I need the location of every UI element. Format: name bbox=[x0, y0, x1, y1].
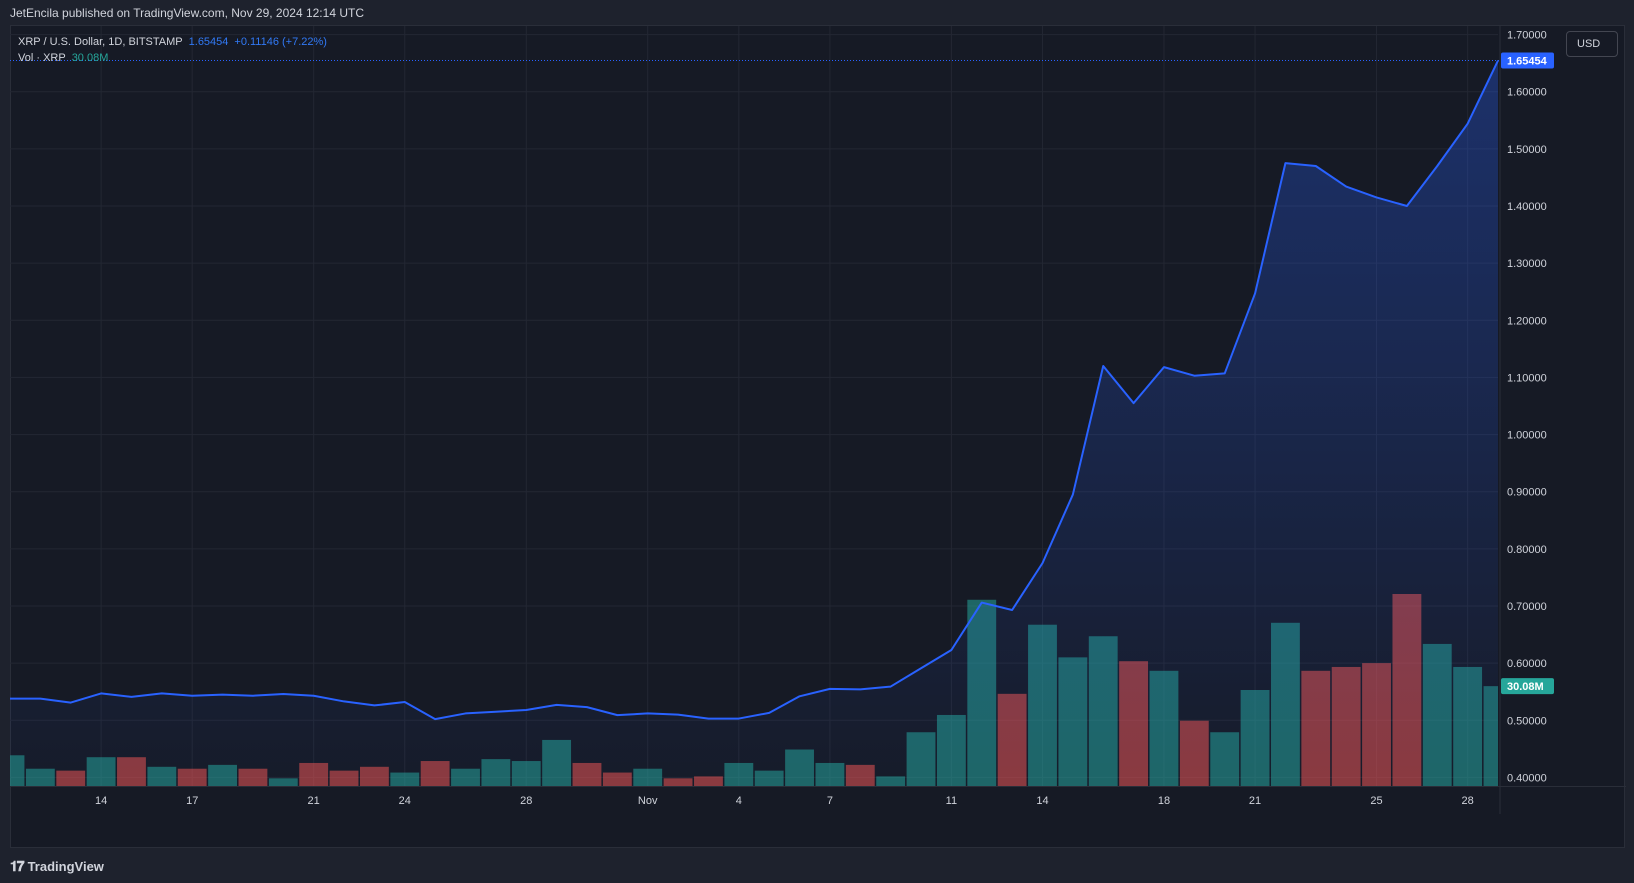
y-axis-tick-label: 0.80000 bbox=[1507, 544, 1547, 556]
y-axis-tick-label: 1.20000 bbox=[1507, 315, 1547, 327]
x-axis-tick-label: 21 bbox=[1249, 795, 1261, 807]
x-axis-tick-label: 11 bbox=[946, 795, 957, 807]
y-axis-tick-label: 1.40000 bbox=[1507, 201, 1547, 213]
last-volume-badge bbox=[1501, 678, 1554, 695]
x-axis-tick-label: 14 bbox=[1036, 795, 1048, 807]
x-axis-tick-label: 17 bbox=[186, 795, 198, 807]
y-axis-tick-label: 1.30000 bbox=[1507, 258, 1547, 270]
chart-legend: XRP / U.S. Dollar, 1D, BITSTAMP 1.65454 +0… bbox=[18, 34, 327, 66]
x-axis-tick-label: 24 bbox=[399, 795, 411, 807]
y-axis-tick-label: 1.50000 bbox=[1507, 144, 1547, 156]
price-line bbox=[10, 60, 1499, 721]
tradingview-logo-icon: 𝟏𝟕 bbox=[10, 858, 25, 874]
legend-change: +0.11146 (+7.22%) bbox=[234, 36, 327, 48]
x-axis-tick-label: 7 bbox=[827, 795, 833, 807]
legend-symbol-row[interactable]: XRP / U.S. Dollar, 1D, BITSTAMP 1.65454 +0… bbox=[18, 34, 327, 50]
y-axis-tick-label: 0.60000 bbox=[1507, 658, 1547, 670]
y-axis-tick-label: 0.70000 bbox=[1507, 601, 1547, 613]
x-axis-tick-label: 25 bbox=[1370, 795, 1382, 807]
last-volume-badge-label: 30.08M bbox=[1507, 681, 1544, 693]
price-area-fill bbox=[10, 60, 1498, 786]
y-axis-tick-label: 1.00000 bbox=[1507, 430, 1547, 442]
legend-symbol: XRP / U.S. Dollar, 1D, BITSTAMP bbox=[18, 36, 183, 48]
legend-volume-value: 30.08M bbox=[71, 52, 109, 64]
x-axis-tick-label: 14 bbox=[95, 795, 107, 807]
legend-volume-row[interactable]: Vol · XRP 30.08M bbox=[18, 50, 327, 66]
y-axis-tick-label: 1.10000 bbox=[1507, 372, 1547, 384]
last-price-badge-label: 1.65454 bbox=[1507, 56, 1548, 68]
y-axis-tick-label: 1.70000 bbox=[1507, 30, 1547, 42]
x-axis-tick-label: 28 bbox=[1462, 795, 1474, 807]
footer-brand-label: TradingView bbox=[27, 859, 104, 874]
y-axis-tick-label: 1.60000 bbox=[1507, 87, 1547, 99]
x-axis-tick-label: Nov bbox=[638, 795, 658, 807]
footer-brand[interactable]: 𝟏𝟕 TradingView bbox=[10, 858, 104, 875]
last-price-badge bbox=[1501, 52, 1554, 69]
published-header: JetEncila published on TradingView.com, … bbox=[10, 6, 364, 20]
x-axis-tick-label: 18 bbox=[1158, 795, 1170, 807]
legend-volume-label: Vol · XRP bbox=[18, 52, 66, 64]
y-axis-tick-label: 0.40000 bbox=[1507, 772, 1547, 784]
x-axis-tick-label: 28 bbox=[520, 795, 532, 807]
y-axis-tick-label: 0.50000 bbox=[1507, 715, 1547, 727]
currency-button[interactable]: USD bbox=[1566, 31, 1618, 57]
x-axis-tick-label: 4 bbox=[736, 795, 742, 807]
x-axis-tick-label: 21 bbox=[308, 795, 320, 807]
y-axis-tick-label: 0.90000 bbox=[1507, 487, 1547, 499]
legend-last-price: 1.65454 bbox=[188, 36, 229, 48]
